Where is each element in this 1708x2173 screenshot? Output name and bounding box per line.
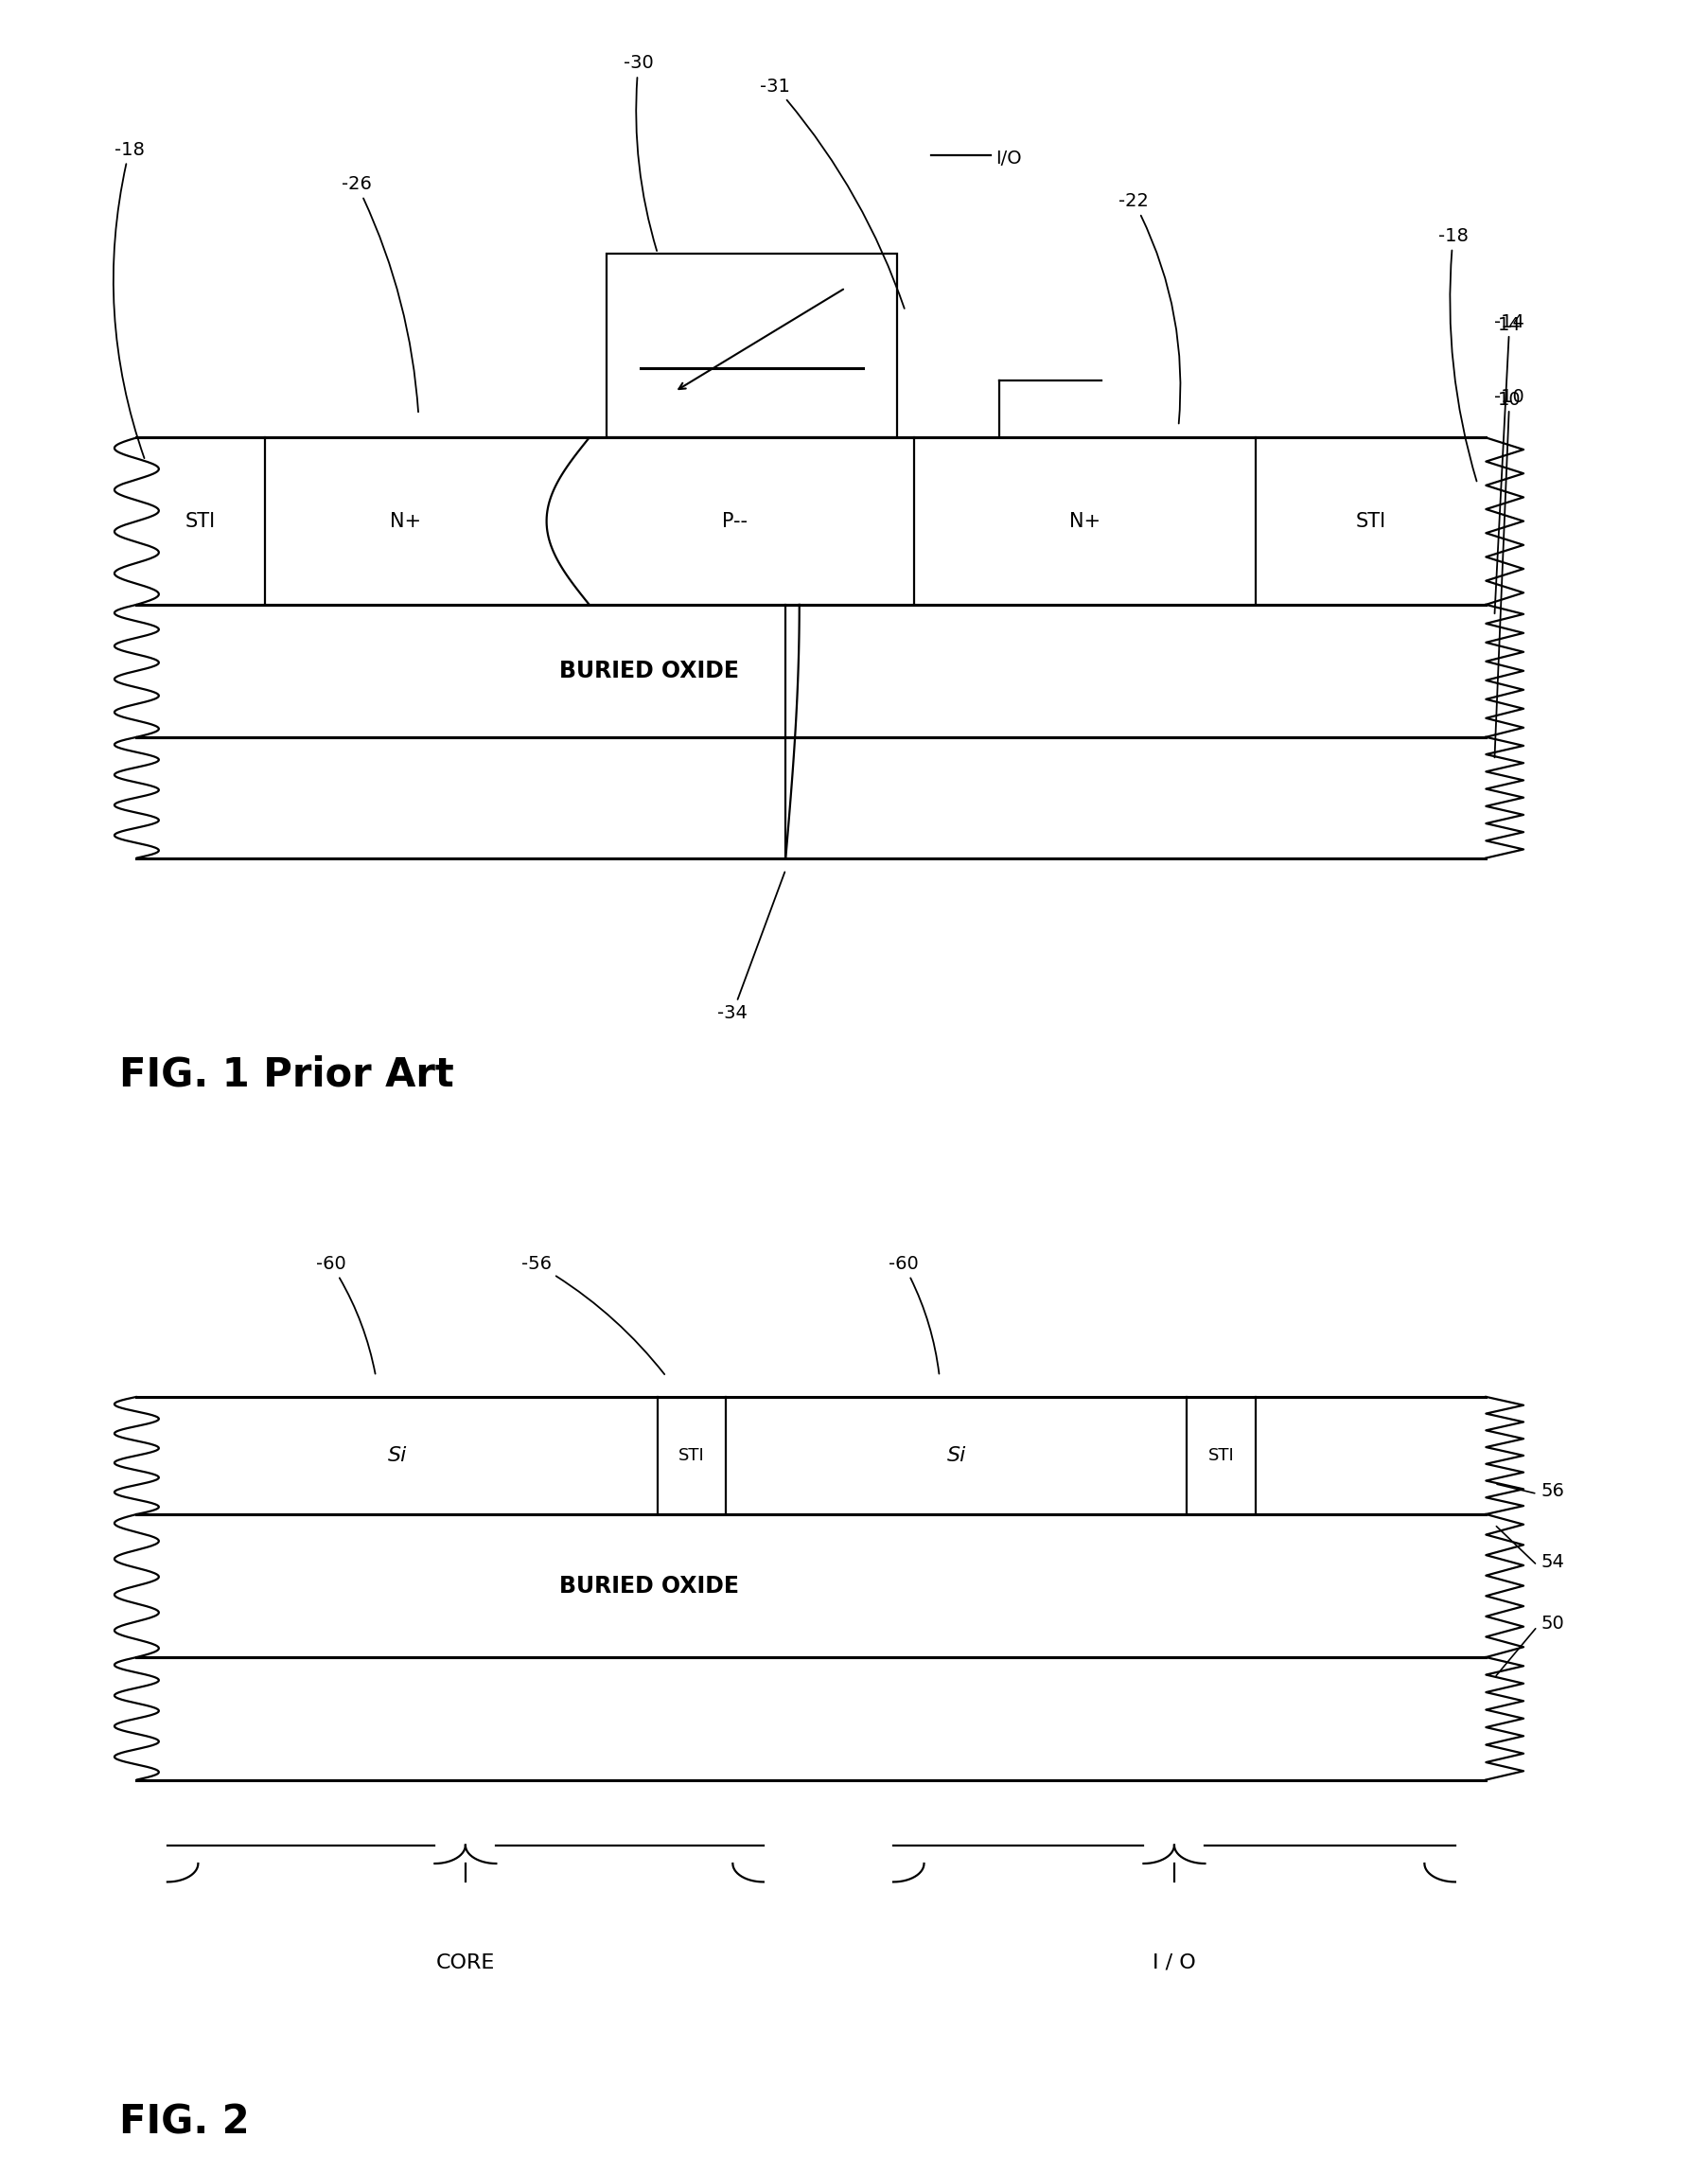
- Text: N+: N+: [1069, 511, 1100, 530]
- Text: 56: 56: [1541, 1482, 1565, 1499]
- Text: -26: -26: [342, 176, 418, 413]
- Bar: [606, 254, 897, 437]
- Text: N+: N+: [389, 511, 422, 530]
- Text: 54: 54: [1541, 1554, 1565, 1571]
- Text: -18: -18: [113, 141, 145, 459]
- Text: 14: 14: [1498, 315, 1522, 335]
- Text: -14: -14: [1494, 313, 1525, 613]
- Text: Si: Si: [946, 1445, 967, 1465]
- Text: STI: STI: [186, 511, 215, 530]
- Text: 10: 10: [1498, 391, 1522, 409]
- Text: 50: 50: [1541, 1615, 1565, 1632]
- Text: CORE: CORE: [436, 1954, 495, 1973]
- Text: -10: -10: [1494, 389, 1525, 758]
- Text: -34: -34: [717, 871, 784, 1023]
- Text: P--: P--: [722, 511, 746, 530]
- Text: FIG. 1 Prior Art: FIG. 1 Prior Art: [120, 1054, 454, 1095]
- Text: STI: STI: [1208, 1447, 1235, 1465]
- Text: STI: STI: [678, 1447, 705, 1465]
- Text: BURIED OXIDE: BURIED OXIDE: [559, 1575, 740, 1597]
- Text: -60: -60: [316, 1256, 376, 1373]
- Text: I / O: I / O: [1153, 1954, 1196, 1973]
- Text: -31: -31: [760, 78, 905, 309]
- Text: -18: -18: [1438, 228, 1477, 480]
- Text: -56: -56: [521, 1256, 664, 1373]
- Text: -30: -30: [623, 54, 658, 250]
- Text: I/O: I/O: [996, 150, 1021, 167]
- Text: STI: STI: [1356, 511, 1385, 530]
- Text: Si: Si: [388, 1445, 407, 1465]
- Text: -22: -22: [1119, 193, 1180, 424]
- Text: BURIED OXIDE: BURIED OXIDE: [559, 658, 740, 682]
- Text: FIG. 2: FIG. 2: [120, 2103, 249, 2143]
- Text: -60: -60: [888, 1256, 939, 1373]
